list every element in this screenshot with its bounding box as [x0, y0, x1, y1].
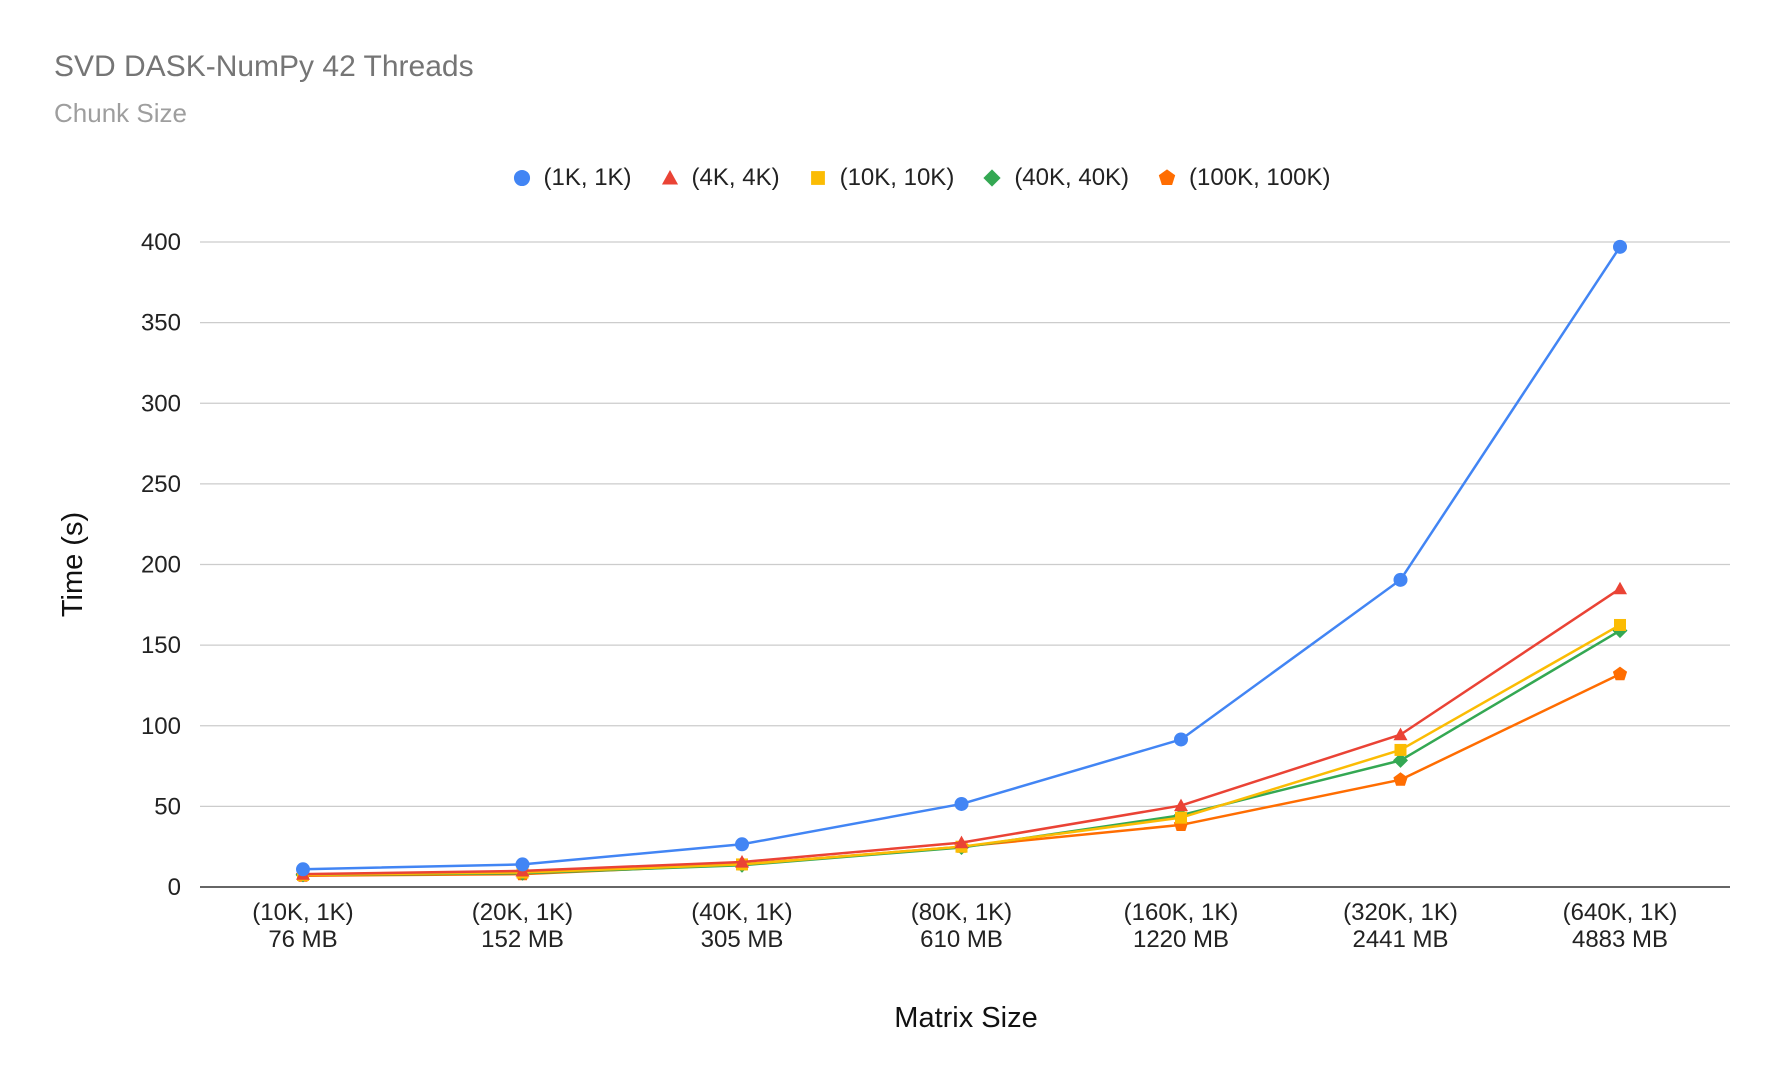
- data-point: [296, 862, 310, 877]
- y-tick-label: 50: [154, 793, 181, 820]
- data-point: [1174, 798, 1188, 812]
- legend-item: (10K, 10K): [808, 158, 955, 198]
- data-point: [1614, 618, 1626, 631]
- pentagon-marker-icon: [1158, 169, 1176, 185]
- data-point: [1175, 811, 1187, 824]
- data-point: [515, 857, 530, 872]
- series-line: [302, 587, 1621, 876]
- circle-marker-icon: [513, 169, 530, 187]
- triangle-marker-icon: [661, 169, 678, 185]
- series-group: [295, 239, 1628, 883]
- chart-title: SVD DASK-NumPy 42 Threads: [54, 50, 474, 83]
- y-tick-label: 300: [141, 390, 181, 417]
- data-point: [1393, 572, 1408, 587]
- series: [296, 239, 1627, 877]
- data-point: [1393, 772, 1408, 786]
- data-point: [1613, 581, 1627, 595]
- data-point: [1613, 239, 1627, 254]
- legend-item: (40K, 40K): [982, 158, 1129, 198]
- y-tick-label: 100: [141, 713, 181, 740]
- data-point: [1174, 732, 1188, 747]
- data-point: [1394, 743, 1407, 756]
- x-axis-label: Matrix Size: [894, 1002, 1037, 1034]
- y-axis-ticks: 0 50 100 150 200 250 300 350 400: [141, 229, 181, 901]
- x-tick-label: (40K, 1K) 305 MB: [691, 899, 792, 953]
- y-tick-label: 200: [141, 552, 181, 579]
- x-tick-label: (80K, 1K) 610 MB: [911, 899, 1012, 953]
- y-tick-label: 350: [141, 310, 181, 337]
- chart-subtitle: Chunk Size: [54, 98, 187, 128]
- y-tick-label: 0: [168, 874, 181, 901]
- legend-label: (100K, 100K): [1189, 164, 1331, 191]
- legend-label: (10K, 10K): [839, 164, 955, 191]
- x-axis-ticks: (10K, 1K) 76 MB (20K, 1K) 152 MB (40K, 1K) 30…: [252, 899, 1677, 953]
- x-tick-label: (10K, 1K) 76 MB: [252, 899, 353, 953]
- series-line: [302, 246, 1622, 871]
- x-tick-label: (160K, 1K) 1220 MB: [1124, 899, 1239, 953]
- square-marker-icon: [810, 171, 825, 185]
- data-point: [1393, 727, 1408, 741]
- y-axis-label: Time (s): [57, 512, 89, 617]
- data-point: [735, 837, 749, 852]
- legend-item: (1K, 1K): [512, 158, 632, 198]
- y-tick-label: 250: [141, 471, 181, 498]
- y-tick-label: 400: [141, 229, 181, 256]
- legend-item: (100K, 100K): [1157, 158, 1330, 198]
- x-tick-label: (20K, 1K) 152 MB: [472, 899, 573, 953]
- legend-item: (4K, 4K): [660, 158, 780, 198]
- data-point: [1612, 666, 1628, 681]
- x-tick-label: (640K, 1K) 4883 MB: [1563, 899, 1678, 953]
- data-point: [954, 796, 969, 811]
- legend-label: (40K, 40K): [1014, 164, 1130, 191]
- y-tick-label: 150: [141, 632, 181, 659]
- series: [296, 581, 1627, 880]
- gridlines: [200, 241, 1730, 807]
- data-point: [954, 835, 969, 849]
- data-point: [735, 855, 749, 868]
- legend-label: (1K, 1K): [543, 164, 632, 191]
- diamond-marker-icon: [983, 169, 1001, 187]
- x-tick-label: (320K, 1K) 2441 MB: [1343, 899, 1458, 953]
- data-point: [1393, 752, 1408, 768]
- legend: (1K, 1K) (4K, 4K) (10K, 10K) (40K, 40K) (100…: [0, 158, 1772, 198]
- legend-label: (4K, 4K): [691, 164, 780, 191]
